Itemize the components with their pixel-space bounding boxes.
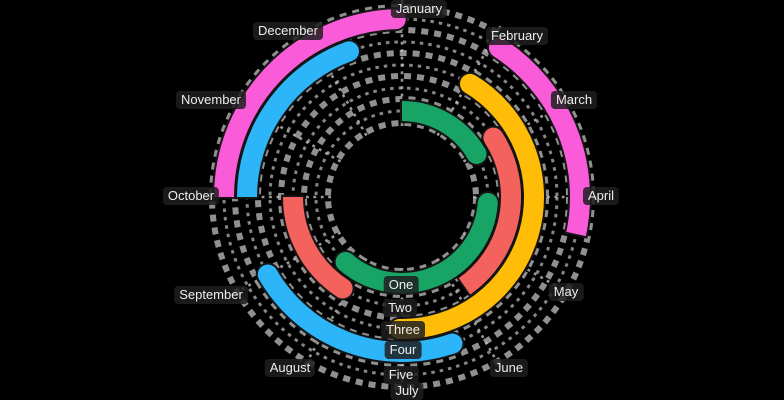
- arc-fill: [458, 132, 521, 295]
- bars: [212, 7, 592, 364]
- ring-label-four: Four: [384, 341, 422, 359]
- arc-fill: [237, 41, 353, 198]
- month-label-january: January: [390, 0, 448, 18]
- arc-two-segment-1[interactable]: [455, 125, 523, 298]
- month-label-september: September: [174, 286, 248, 304]
- ring-label-five: Five: [383, 366, 419, 384]
- ring-label-three: Three: [381, 321, 425, 339]
- ring-label-two: Two: [383, 299, 417, 317]
- arc-five-segment-1[interactable]: [486, 35, 592, 239]
- month-label-february: February: [485, 27, 549, 45]
- grid-circle-major: [325, 120, 479, 274]
- month-label-july: July: [390, 382, 424, 400]
- ring-label-one: One: [383, 276, 419, 294]
- month-label-march: March: [550, 91, 598, 109]
- arc-fill: [493, 39, 590, 237]
- arc-one-segment-2[interactable]: [333, 191, 500, 295]
- arc-five-segment-2[interactable]: [212, 7, 408, 200]
- month-label-october: October: [162, 187, 220, 205]
- month-label-april: April: [582, 187, 620, 205]
- month-label-june: June: [489, 359, 529, 377]
- arc-four-segment-1[interactable]: [255, 262, 465, 364]
- grid-spoke: [236, 231, 342, 294]
- arc-fill: [214, 9, 397, 198]
- month-label-august: August: [264, 359, 316, 377]
- arc-fill: [339, 202, 498, 293]
- grid-spoke: [305, 31, 368, 137]
- arc-fill: [399, 75, 544, 339]
- grid-spoke: [305, 257, 368, 363]
- month-label-december: December: [253, 22, 323, 40]
- arc-fill: [259, 269, 456, 362]
- month-label-may: May: [548, 283, 584, 301]
- month-label-november: November: [176, 91, 246, 109]
- arc-two-segment-2[interactable]: [281, 194, 355, 301]
- arc-fill: [283, 196, 349, 297]
- arc-one-segment-1[interactable]: [399, 99, 489, 166]
- grid-spoke: [236, 100, 342, 163]
- arc-four-segment-2[interactable]: [235, 39, 361, 200]
